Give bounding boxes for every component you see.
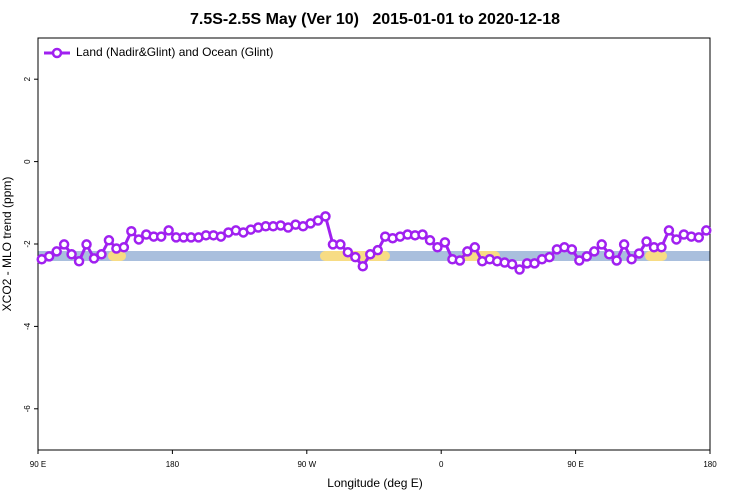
data-point [544, 251, 555, 263]
x-tick-label: 90 E [567, 460, 583, 469]
land-patch [108, 251, 126, 261]
data-point [66, 249, 77, 260]
data-point [96, 249, 107, 260]
data-point [514, 264, 525, 275]
data-point [133, 234, 145, 245]
x-tick-label: 90 W [297, 460, 316, 469]
data-point [424, 235, 436, 246]
data-point [342, 246, 354, 258]
x-tick-label: 180 [166, 460, 180, 469]
x-tick-label: 180 [703, 460, 717, 469]
data-point [663, 225, 675, 236]
y-tick-label: -2 [23, 240, 32, 248]
data-point [350, 251, 361, 263]
y-tick-label: 2 [23, 76, 32, 81]
x-tick-label: 0 [439, 460, 444, 469]
data-point [462, 246, 473, 257]
x-axis-label: Longitude (deg E) [327, 476, 422, 490]
chart-title: 7.5S-2.5S May (Ver 10) 2015-01-01 to 202… [190, 11, 560, 28]
data-point [603, 249, 615, 260]
data-point [454, 255, 466, 266]
data-point [641, 236, 652, 247]
data-point [566, 244, 578, 255]
data-point [73, 256, 85, 267]
data-point [596, 239, 607, 250]
data-point [633, 248, 645, 259]
data-point [469, 242, 481, 253]
data-point [126, 225, 137, 237]
data-point [693, 232, 705, 243]
data-point [618, 239, 630, 250]
data-point [656, 242, 667, 253]
data-point [320, 211, 331, 222]
data-point [88, 253, 100, 264]
data-point [611, 255, 622, 266]
data-point [589, 246, 600, 257]
data-point [51, 246, 62, 257]
data-point [529, 258, 540, 269]
data-point [574, 255, 585, 266]
data-point [357, 260, 369, 272]
x-tick-label: 90 E [30, 460, 46, 469]
data-point [163, 225, 174, 236]
data-point [626, 253, 637, 265]
y-axis-label: XCO2 - MLO trend (ppm) [0, 177, 14, 312]
data-point [155, 231, 167, 242]
y-tick-label: -6 [23, 405, 32, 413]
data-point [103, 235, 115, 246]
y-tick-label: -4 [23, 322, 32, 330]
data-point [43, 251, 55, 262]
data-point [215, 231, 227, 242]
legend-label: Land (Nadir&Glint) and Ocean (Glint) [76, 45, 273, 59]
data-point [365, 249, 376, 260]
data-point [81, 239, 92, 250]
data-point [335, 239, 346, 250]
y-tick-label: 0 [23, 159, 32, 164]
data-point [671, 234, 682, 245]
legend-marker [51, 47, 63, 59]
data-point [439, 237, 451, 248]
data-point [417, 229, 428, 240]
data-point [58, 239, 70, 250]
data-point [581, 251, 593, 262]
data-point [506, 258, 518, 270]
data-point [118, 242, 130, 253]
data-point [432, 242, 443, 253]
data-point [312, 215, 324, 226]
land-patch [645, 251, 667, 261]
data-point [372, 244, 383, 256]
data-point [701, 225, 712, 236]
